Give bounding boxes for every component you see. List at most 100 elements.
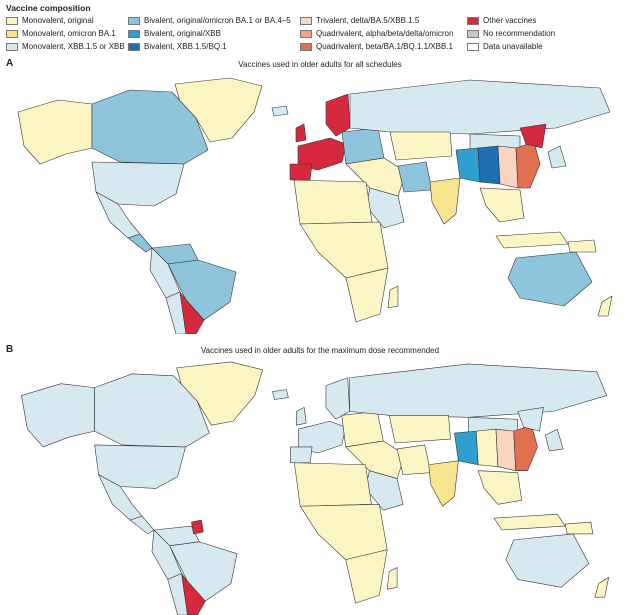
legend-label: Quadrivalent, beta/BA.1/BQ.1.1/XBB.1 bbox=[316, 42, 453, 51]
legend-swatch bbox=[300, 42, 312, 51]
papua bbox=[564, 521, 594, 535]
china-west bbox=[455, 147, 481, 183]
legend-label: Trivalent, delta/BA.5/XBB.1.5 bbox=[316, 16, 420, 25]
iran bbox=[397, 161, 433, 193]
legend-swatch bbox=[467, 16, 479, 25]
central-america bbox=[129, 515, 155, 535]
iberia bbox=[289, 163, 313, 181]
legend-item-quad2: Quadrivalent, beta/BA.1/BQ.1.1/XBB.1 bbox=[300, 42, 453, 51]
legend-item-na: Data unavailable bbox=[467, 42, 543, 51]
scandinavia bbox=[325, 93, 351, 137]
russia bbox=[349, 79, 611, 135]
legend-swatch bbox=[6, 16, 18, 25]
chile bbox=[167, 573, 188, 615]
madagascar bbox=[386, 567, 398, 590]
argentina bbox=[179, 291, 205, 334]
alaska bbox=[17, 99, 93, 165]
north-africa bbox=[294, 462, 372, 507]
scandinavia bbox=[325, 377, 350, 420]
legend-item-quad1: Quadrivalent, alpha/beta/delta/omicron bbox=[300, 29, 453, 38]
southeast-asia bbox=[477, 470, 522, 505]
legend-swatch bbox=[300, 16, 312, 25]
panel-b-letter: B bbox=[6, 344, 14, 355]
china-south bbox=[497, 145, 519, 189]
legend-swatch bbox=[300, 29, 312, 38]
canada bbox=[94, 373, 210, 448]
legend-item-bi-xbb: Bivalent, original/XBB bbox=[128, 29, 221, 38]
legend-swatch bbox=[6, 29, 18, 38]
world-map-panel-b bbox=[21, 361, 609, 615]
legend-label: Bivalent, original/XBB bbox=[144, 29, 221, 38]
papua bbox=[567, 239, 597, 253]
legend-swatch bbox=[6, 42, 18, 51]
legend-label: Data unavailable bbox=[483, 42, 543, 51]
world-map-panel-a bbox=[17, 77, 613, 334]
uk bbox=[295, 407, 307, 426]
legend-item-norec: No recommendation bbox=[467, 29, 555, 38]
legend-label: Monovalent, omicron BA.1 bbox=[22, 29, 116, 38]
central-africa bbox=[299, 503, 388, 560]
legend-label: Other vaccines bbox=[483, 16, 537, 25]
iceland bbox=[271, 105, 289, 117]
legend-swatch bbox=[128, 29, 140, 38]
alaska bbox=[21, 383, 95, 448]
china-east bbox=[515, 141, 541, 189]
australia bbox=[507, 251, 593, 307]
canada bbox=[91, 89, 209, 165]
iceland bbox=[272, 389, 289, 400]
central-africa bbox=[299, 221, 389, 279]
china-west bbox=[454, 430, 479, 466]
southeast-asia bbox=[479, 187, 525, 223]
panel-b-title: Vaccines used in older adults for the ma… bbox=[200, 346, 440, 355]
panel-a-title: Vaccines used in older adults for all sc… bbox=[238, 60, 402, 69]
china-central bbox=[477, 145, 501, 185]
southern-africa bbox=[345, 267, 389, 323]
legend-label: Quadrivalent, alpha/beta/delta/omicron bbox=[316, 29, 454, 38]
india bbox=[429, 177, 461, 225]
russia bbox=[349, 363, 607, 418]
india bbox=[428, 460, 459, 507]
korea-japan bbox=[545, 428, 564, 452]
legend-label: Bivalent, XBB.1.5/BQ.1 bbox=[144, 42, 227, 51]
argentina bbox=[181, 573, 206, 615]
madagascar bbox=[387, 285, 399, 309]
iberia bbox=[290, 446, 313, 464]
new-zealand bbox=[597, 295, 613, 317]
legend-item-mono-orig: Monovalent, original bbox=[6, 16, 94, 25]
legend-item-tri: Trivalent, delta/BA.5/XBB.1.5 bbox=[300, 16, 419, 25]
manchuria bbox=[519, 123, 547, 149]
legend-swatch bbox=[467, 42, 479, 51]
indonesia bbox=[493, 513, 566, 531]
kazakhstan bbox=[388, 415, 451, 444]
china-south bbox=[495, 428, 517, 471]
legend-label: No recommendation bbox=[483, 29, 556, 38]
china-east bbox=[513, 424, 538, 471]
legend-item-other: Other vaccines bbox=[467, 16, 536, 25]
chile bbox=[165, 291, 187, 334]
new-zealand bbox=[594, 577, 609, 598]
legend-label: Monovalent, XBB.1.5 or XBB bbox=[22, 42, 125, 51]
korea-japan bbox=[547, 145, 567, 169]
legend-label: Monovalent, original bbox=[22, 16, 94, 25]
legend-swatch bbox=[128, 42, 140, 51]
central-america bbox=[127, 233, 153, 253]
legend-item-bi-bq: Bivalent, XBB.1.5/BQ.1 bbox=[128, 42, 227, 51]
eastern-europe bbox=[341, 127, 385, 165]
legend-swatch bbox=[467, 29, 479, 38]
legend-title: Vaccine composition bbox=[6, 3, 91, 13]
southern-africa bbox=[345, 549, 388, 604]
legend-item-mono-xbb: Monovalent, XBB.1.5 or XBB bbox=[6, 42, 125, 51]
legend-item-bi-ba1: Bivalent, original/omicron BA.1 or BA.4–… bbox=[128, 16, 291, 25]
kazakhstan bbox=[389, 131, 453, 161]
australia bbox=[505, 533, 590, 588]
legend-item-mono-ba1: Monovalent, omicron BA.1 bbox=[6, 29, 116, 38]
uk bbox=[295, 123, 307, 143]
legend-swatch bbox=[128, 16, 140, 25]
guiana bbox=[191, 519, 204, 535]
north-africa bbox=[293, 179, 373, 225]
eastern-europe bbox=[341, 411, 384, 448]
indonesia bbox=[495, 231, 569, 249]
china-central bbox=[475, 428, 499, 468]
panel-a-letter: A bbox=[6, 58, 14, 69]
legend-label: Bivalent, original/omicron BA.1 or BA.4–… bbox=[144, 16, 291, 25]
